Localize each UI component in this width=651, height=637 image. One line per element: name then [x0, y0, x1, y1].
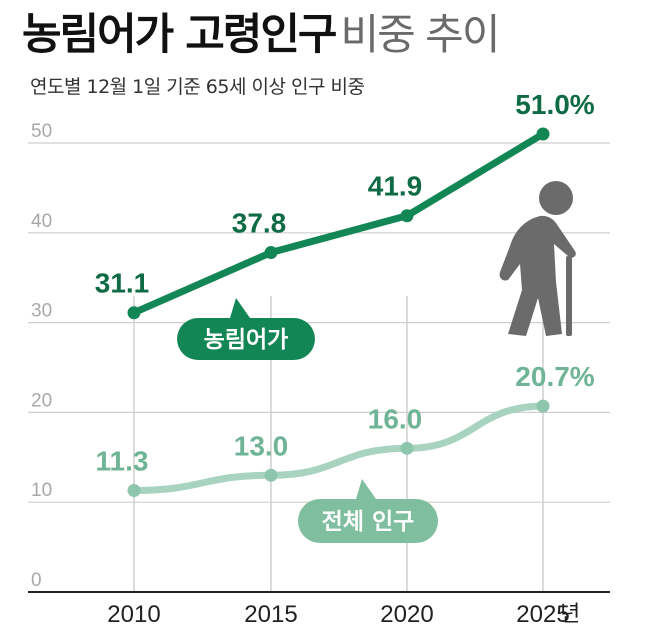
y-tick-label-0: 0	[31, 570, 42, 591]
series-line-1	[130, 402, 547, 495]
y-tick-label-10: 10	[31, 480, 52, 501]
y-tick-label-30: 30	[31, 301, 52, 322]
x-axis-unit: 년	[560, 602, 580, 627]
data-label-1-2010: 11.3	[96, 446, 149, 477]
y-tick-label-50: 50	[31, 121, 52, 142]
data-point-0-2015	[264, 246, 278, 260]
series-tag-1	[298, 479, 438, 543]
chart-title: 농림어가 고령인구 비중 추이	[22, 0, 501, 62]
data-label-0-2015: 37.8	[232, 208, 287, 239]
data-label-1-2020: 16.0	[368, 403, 423, 434]
data-point-0-2020	[400, 209, 414, 223]
x-tick-label-2010: 2010	[107, 601, 160, 628]
title-sub: 비중 추이	[340, 10, 501, 59]
data-point-1-2010	[127, 484, 141, 498]
y-tick-label-40: 40	[31, 211, 52, 232]
data-label-1-2025: 20.7%	[515, 361, 594, 392]
data-point-0-2025	[536, 127, 550, 141]
chart-subtitle: 연도별 12월 1일 기준 65세 이상 인구 비중	[30, 76, 365, 98]
elderly-person-icon	[499, 181, 576, 336]
series-tag-0	[177, 298, 315, 360]
data-point-1-2020	[400, 441, 414, 455]
series-tag-label-0: 농림어가	[204, 327, 289, 353]
series-tag-label-1: 전체 인구	[322, 509, 415, 535]
title-main: 농림어가 고령인구	[22, 10, 337, 60]
data-label-0-2010: 31.1	[95, 268, 150, 299]
series-line-0	[130, 130, 547, 317]
data-point-0-2010	[127, 306, 141, 320]
data-label-0-2025: 51.0%	[515, 89, 594, 120]
data-point-1-2015	[264, 468, 278, 482]
data-label-0-2020: 41.9	[368, 171, 423, 202]
y-tick-label-20: 20	[31, 390, 52, 411]
x-tick-label-2025: 2025	[516, 601, 569, 628]
x-tick-label-2015: 2015	[244, 601, 297, 628]
data-label-1-2015: 13.0	[234, 430, 289, 461]
x-tick-label-2020: 2020	[380, 601, 433, 628]
data-point-1-2025	[536, 399, 550, 413]
